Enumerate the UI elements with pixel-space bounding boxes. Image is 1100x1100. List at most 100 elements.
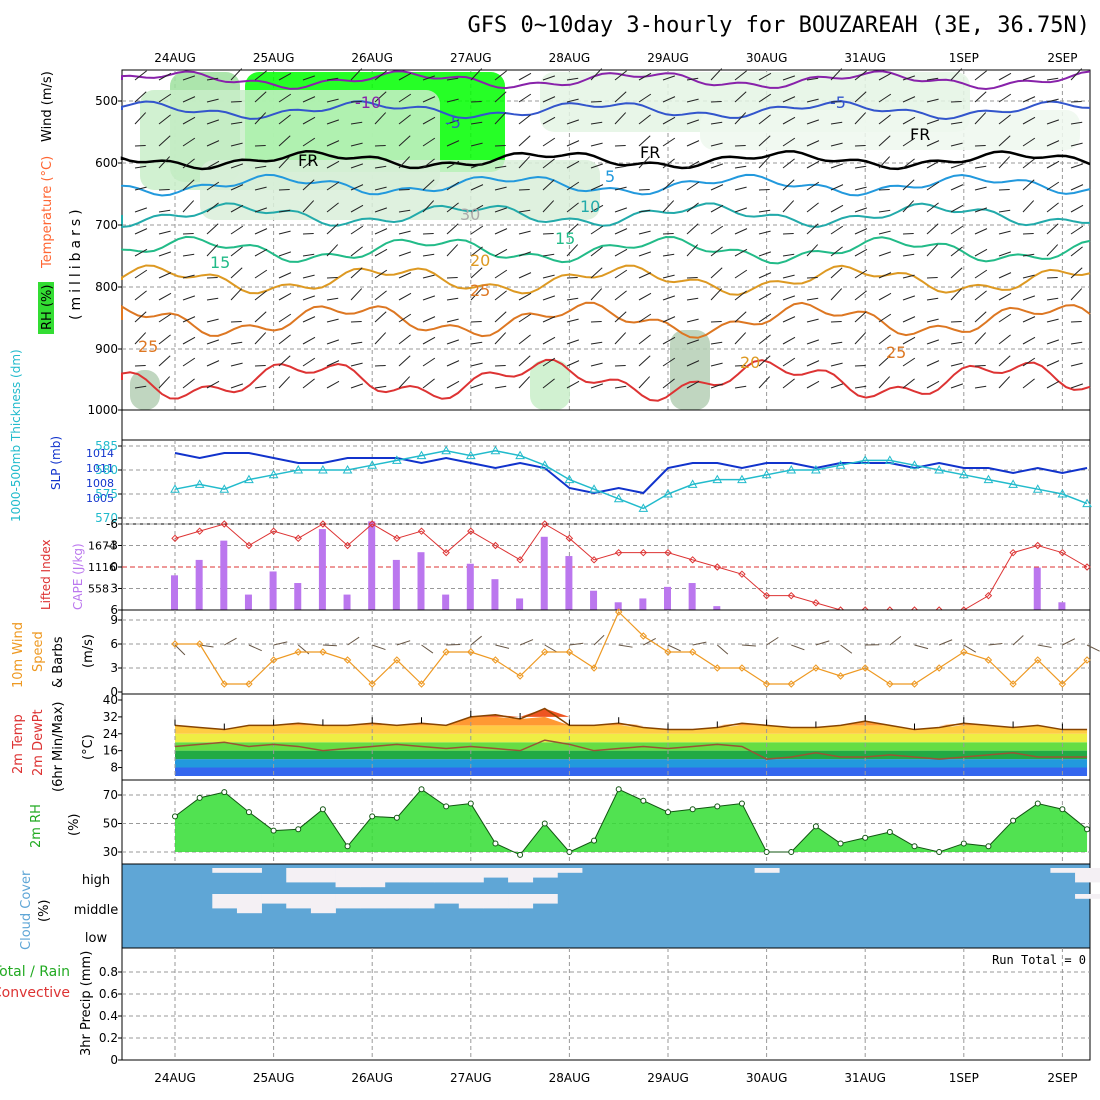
wind-speed-marker <box>220 680 229 688</box>
wind-barb <box>686 202 699 213</box>
precip-frame <box>121 947 1091 1061</box>
wind-barb <box>1022 274 1035 279</box>
contour-label: 25 <box>470 281 490 300</box>
wind-barb <box>734 332 747 345</box>
wind-barb <box>302 179 315 191</box>
rh-marker <box>911 843 918 850</box>
pressure-panel: 1014 1011 1008 1005 585 580 575 570 <box>86 439 1092 525</box>
pressure-frame <box>121 439 1091 525</box>
wind-barb <box>206 244 219 257</box>
thickness-marker <box>934 464 945 474</box>
wind-barb <box>518 251 532 257</box>
wind-barb <box>710 246 723 257</box>
contour-label: -5 <box>445 113 461 132</box>
wind-barb <box>662 137 676 147</box>
wind-barb <box>398 72 412 81</box>
wind-barb <box>806 360 820 367</box>
wind-barb <box>854 228 868 235</box>
wind-barb <box>374 91 387 103</box>
wind-barb-10m <box>692 641 707 646</box>
cloud-ylabels: Cloud Cover (%) <box>19 870 52 950</box>
wind-barb <box>1022 357 1036 367</box>
wind-speed-marker <box>614 608 623 616</box>
wind-barb <box>566 380 580 389</box>
wind-barb <box>230 204 244 213</box>
wind-barb <box>326 119 340 125</box>
rh2m-label: 2m RH <box>29 804 44 848</box>
wind-speed-marker <box>467 648 475 656</box>
wind-barb <box>614 290 627 301</box>
temp2m-units: (°C) <box>81 734 96 760</box>
y-tick-label: 1000 <box>87 403 118 417</box>
wind-barb <box>806 380 820 389</box>
contour-label: 10 <box>580 197 600 216</box>
wind-barb <box>302 116 316 125</box>
wind-barb-10m <box>1012 635 1024 646</box>
wind-barb <box>662 75 676 81</box>
wind-barb <box>662 316 676 323</box>
wind10m-label-3: & Barbs <box>51 636 66 688</box>
wind-barb <box>614 332 627 345</box>
thickness-marker <box>194 479 205 488</box>
wind-barb <box>566 202 579 213</box>
wind-barb <box>758 334 771 345</box>
wind-barb <box>878 156 891 169</box>
wind-barb <box>686 98 699 103</box>
rh-marker <box>295 826 302 833</box>
wind-barb <box>614 269 628 279</box>
rh-label: RH (%) <box>40 285 55 330</box>
wind-speed-marker <box>590 664 598 672</box>
wind-barb-10m <box>495 644 510 649</box>
precip-label-2: Convective <box>0 985 70 1001</box>
wind-barb <box>1070 225 1084 235</box>
rh2m-series <box>172 786 1091 858</box>
temp2m-label-2: 2m DewPt <box>31 709 46 776</box>
wind-barb <box>926 202 939 213</box>
wind-barb-10m <box>716 644 729 655</box>
cape-label: CAPE (J/kg) <box>71 543 85 610</box>
wind-barb <box>254 91 267 103</box>
wind-barb <box>278 188 290 191</box>
wind-barb <box>710 100 722 103</box>
wind-barb <box>734 207 748 213</box>
wind-barb <box>374 332 387 345</box>
thickness-line <box>174 450 1088 510</box>
wind-barb <box>590 288 603 301</box>
rh-shade <box>670 330 710 410</box>
wind-barb <box>422 116 436 125</box>
wind-barb <box>614 364 626 367</box>
wind-barb <box>518 355 531 367</box>
wind-barb <box>734 290 747 301</box>
y-tick-label: 0.4 <box>99 1009 118 1023</box>
temp2m-label-1: 2m Temp <box>11 714 26 774</box>
wind-barb <box>950 320 962 323</box>
wind-barb <box>134 311 147 323</box>
top-date-label: 1SEP <box>949 51 979 65</box>
wind-barb <box>902 158 915 169</box>
wind-barb <box>758 135 771 147</box>
wind-barb <box>350 225 364 235</box>
wind-barb <box>710 362 723 367</box>
contour-label: 30 <box>460 205 480 224</box>
top-date-label: 29AUG <box>647 51 689 65</box>
wind-barb <box>350 68 363 81</box>
lifted-index-marker <box>762 591 771 600</box>
wind-barb <box>998 230 1011 235</box>
wind-speed-marker <box>812 664 820 672</box>
lifted-index-marker <box>787 591 795 600</box>
lifted-index-marker <box>442 548 450 557</box>
wind-barb <box>134 70 147 81</box>
wind-barb <box>974 112 987 125</box>
precip-panel: 0.8 0.6 0.4 0.2 0 Run Total = 0 <box>99 947 1091 1067</box>
rh-shade <box>530 360 570 410</box>
wind-speed-marker <box>836 672 845 680</box>
wind-barb <box>422 253 435 257</box>
wind-barb <box>950 204 964 213</box>
wind-speed-marker <box>245 680 253 688</box>
wind-barb <box>710 341 723 345</box>
rh-marker <box>1059 806 1066 813</box>
wind-barb <box>806 318 819 323</box>
wind-barb <box>614 207 628 213</box>
wind-barb <box>494 364 506 367</box>
